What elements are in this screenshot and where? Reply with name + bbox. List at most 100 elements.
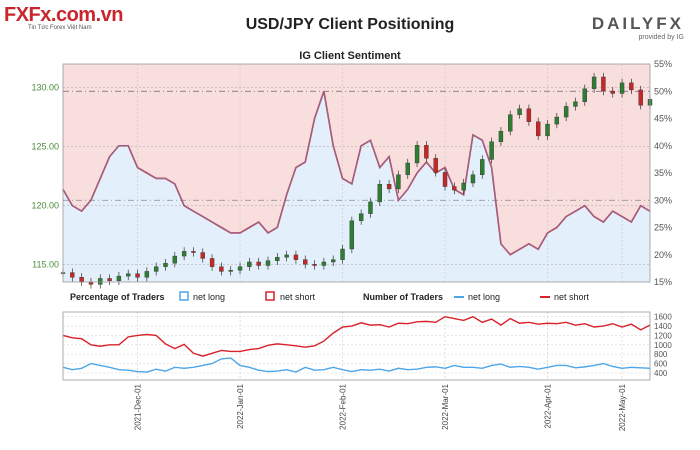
fxfx-logo: FXFx.com.vn Tin Tức Forex Việt Nam — [4, 4, 154, 36]
y-right-tick: 35% — [654, 168, 672, 178]
candle-body — [591, 76, 597, 89]
legend-row: Percentage of Traders net long net short… — [70, 291, 590, 302]
candle-body — [98, 278, 103, 285]
candle-body — [535, 121, 541, 137]
candle-body — [396, 174, 401, 190]
x-date-label: 2021-Dec-01 — [134, 383, 143, 430]
brand-name: DAILYFX — [591, 14, 684, 33]
x-date-label: 2022-Feb-01 — [339, 383, 348, 429]
candle-body — [489, 141, 494, 160]
net-long-line — [62, 91, 651, 256]
y-right-tick: 30% — [654, 195, 672, 205]
sub-y-tick: 800 — [654, 350, 668, 359]
y-right-tick: 55% — [654, 59, 672, 69]
num-net-long-line — [62, 357, 651, 373]
candle-body — [526, 108, 532, 122]
candle-body — [601, 76, 606, 92]
candle-body — [563, 106, 569, 118]
candle-body — [414, 145, 420, 164]
candle-body — [303, 259, 308, 265]
y-right-tick: 45% — [654, 114, 672, 124]
candle-body — [480, 159, 485, 175]
candle-body — [181, 251, 187, 257]
candle-body — [386, 183, 392, 190]
y-left-tick: 115.00 — [32, 259, 59, 269]
legend-pct-label: Percentage of Traders — [70, 292, 165, 302]
sub-y-tick: 1600 — [654, 313, 672, 322]
candle-body — [135, 273, 140, 278]
chart-subtitle: IG Client Sentiment — [299, 50, 401, 62]
candle-body — [163, 262, 168, 267]
legend-short-swatch — [265, 291, 275, 301]
legend-num-net-long: net long — [468, 292, 500, 302]
y-right-tick: 40% — [654, 141, 672, 151]
candle-body — [442, 172, 448, 187]
sub-y-tick: 1000 — [654, 341, 672, 350]
candle-body — [545, 123, 550, 137]
candle-body — [619, 82, 625, 94]
candle-body — [340, 248, 345, 260]
candle-body — [256, 261, 261, 266]
candle-body — [265, 260, 271, 266]
candle-body — [331, 259, 336, 263]
sub-y-tick: 600 — [654, 360, 668, 369]
y-left-tick: 120.00 — [31, 200, 59, 210]
dailyfx-brand: DAILYFX provided by IG — [592, 14, 684, 41]
y-left-tick: 130.00 — [31, 83, 59, 93]
main-plot: 115.00 120.00 125.00 130.00 15% 20% 25% 30% 35% 4… — [31, 59, 672, 289]
candle-body — [517, 108, 522, 115]
x-date-label: 2022-Apr-01 — [544, 383, 553, 428]
logo-tagline: Tin Tức Forex Việt Nam — [28, 25, 92, 31]
candle-body — [219, 266, 224, 272]
candle-body — [433, 158, 438, 173]
sub-y-tick: 1200 — [654, 331, 672, 340]
candle-body — [70, 272, 75, 278]
x-date-label: 2022-May-01 — [618, 383, 627, 431]
legend-net-long: net long — [193, 292, 225, 302]
num-net-short-line — [62, 315, 651, 357]
page-title: USD/JPY Client Positioning — [245, 16, 455, 33]
candle-body — [358, 213, 364, 221]
y-right-tick: 20% — [654, 250, 672, 260]
candle-body — [228, 270, 233, 272]
candle-body — [293, 254, 299, 260]
candle-body — [209, 258, 215, 267]
candle-body — [284, 254, 289, 258]
candle-body — [321, 261, 327, 266]
x-date-label: 2022-Mar-01 — [441, 383, 450, 429]
candle-body — [508, 114, 513, 132]
candle-body — [461, 182, 466, 191]
sub-frame — [62, 311, 651, 381]
legend-num-net-short: net short — [554, 292, 590, 302]
candle-body — [247, 261, 252, 267]
y-right-tick: 50% — [654, 86, 672, 96]
candle-body — [116, 275, 122, 282]
candle-body — [312, 264, 317, 266]
candle-body — [405, 162, 410, 175]
candle-body — [349, 220, 355, 250]
candle-body — [275, 257, 280, 261]
candle-body — [573, 101, 578, 107]
candle-body — [191, 251, 196, 253]
candle-body — [452, 186, 457, 191]
candle-body — [498, 130, 504, 142]
candle-body — [172, 255, 178, 264]
brand-sub: provided by IG — [638, 34, 684, 41]
logo-text: FXFx.com.vn — [4, 4, 123, 26]
sub-y-tick: 1400 — [654, 322, 672, 331]
candle-body — [153, 266, 159, 272]
candle-body — [424, 145, 429, 159]
candle-body — [638, 89, 643, 106]
legend-long-swatch — [179, 291, 189, 301]
candle-body — [107, 278, 112, 282]
candle-body — [79, 277, 84, 283]
y-left-tick: 125.00 — [31, 141, 59, 151]
candle-body — [629, 82, 634, 91]
candle-body — [237, 266, 243, 271]
legend-num-label: Number of Traders — [363, 292, 443, 302]
y-right-tick: 15% — [654, 277, 672, 287]
candle-body — [200, 252, 205, 259]
candle-body — [144, 271, 150, 278]
